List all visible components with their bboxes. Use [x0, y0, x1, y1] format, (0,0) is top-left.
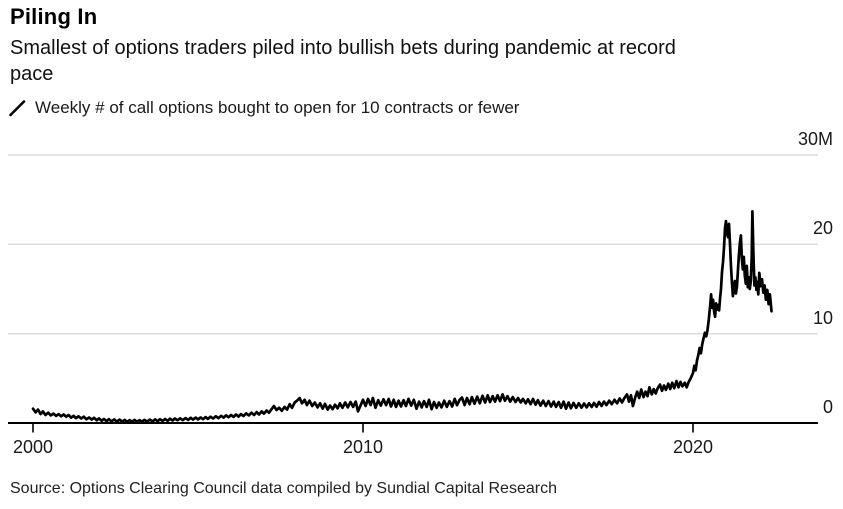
y-axis-label-10: 10: [812, 308, 833, 328]
chart-subtitle-line1: Smallest of options traders piled into b…: [10, 37, 676, 59]
legend: Weekly # of call options bought to open …: [9, 98, 519, 118]
chart-subtitle: Smallest of options traders piled into b…: [10, 35, 676, 87]
legend-label: Weekly # of call options bought to open …: [35, 98, 520, 117]
x-axis-label-2020: 2020: [672, 437, 714, 457]
y-axis-label-30M: 30M: [797, 129, 833, 149]
x-axis-label-2000: 2000: [12, 437, 54, 457]
x-axis-label-2010: 2010: [342, 437, 384, 457]
series-line: [31, 209, 773, 424]
chart-title: Piling In: [10, 4, 98, 29]
y-axis-label-20: 20: [812, 218, 833, 238]
slash-line-marker-icon: [9, 99, 26, 117]
chart-subtitle-line2: pace: [10, 63, 54, 85]
y-axis-label-0: 0: [822, 397, 833, 417]
source-note: Source: Options Clearing Council data co…: [10, 480, 557, 497]
